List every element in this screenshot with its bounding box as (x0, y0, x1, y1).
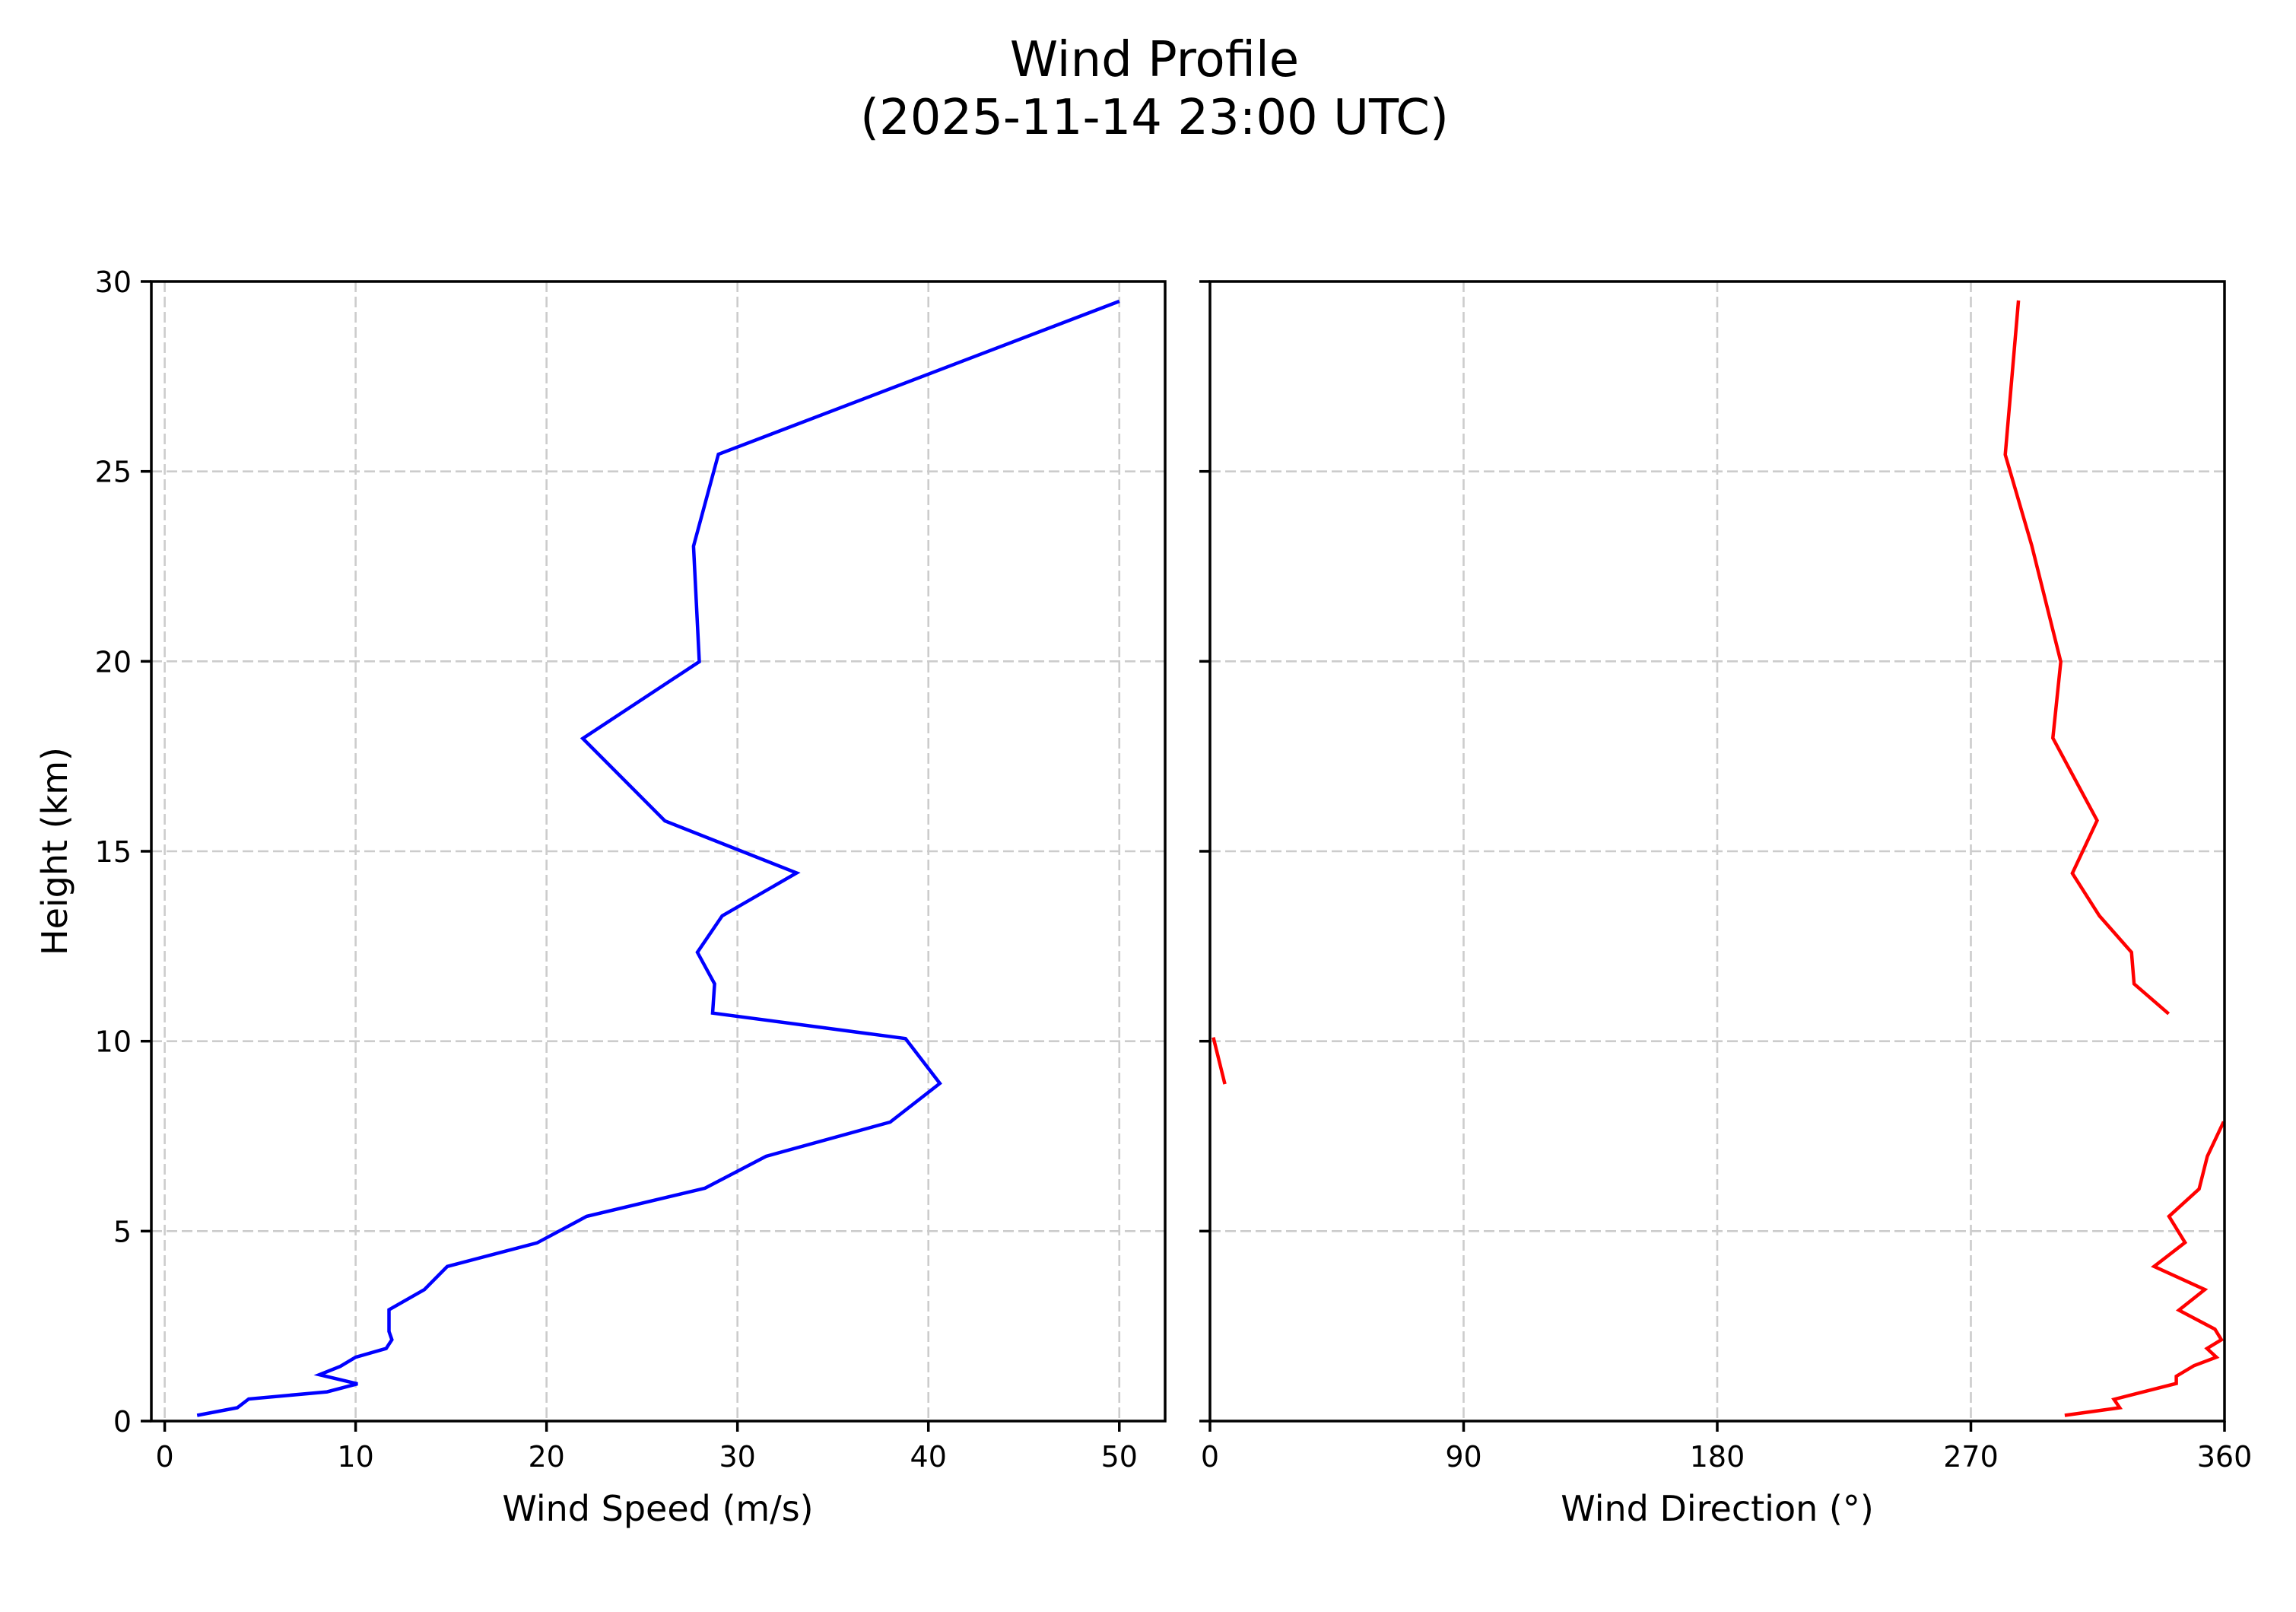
y-tick-label: 10 (95, 1025, 132, 1059)
x-tick-label: 360 (2197, 1440, 2253, 1474)
wind-speed-line (196, 299, 1120, 1417)
y-tick-label: 30 (95, 265, 132, 299)
direction-x-axis-label: Wind Direction (°) (1561, 1488, 1874, 1529)
wind-speed-panel: 0 10 20 30 40 50 0 5 10 15 20 25 30 Wind Speed (m/s)… (34, 265, 1167, 1529)
y-tick-label: 25 (95, 456, 132, 489)
speed-ticks: 0 10 20 30 40 50 0 5 10 15 20 25 30 (95, 265, 1138, 1474)
y-tick-label: 15 (95, 835, 132, 869)
wind-direction-lines (1212, 300, 2225, 1417)
y-tick-label: 20 (95, 645, 132, 679)
x-tick-label: 0 (1201, 1440, 1219, 1474)
x-tick-label: 0 (155, 1440, 173, 1474)
x-tick-label: 90 (1445, 1440, 1481, 1474)
wind-direction-line-segment (2064, 1121, 2225, 1417)
wind-direction-panel: 0 90 180 270 360 Wind Direction (°) (1199, 280, 2253, 1529)
x-tick-label: 40 (910, 1440, 947, 1474)
wind-direction-line-segment (2003, 300, 2171, 1016)
y-tick-label: 0 (113, 1405, 132, 1439)
wind-direction-line-segment (1212, 1037, 1227, 1085)
x-tick-label: 30 (719, 1440, 756, 1474)
direction-ticks: 0 90 180 270 360 (1199, 280, 2253, 1474)
y-tick-label: 5 (113, 1215, 132, 1248)
x-tick-label: 180 (1690, 1440, 1745, 1474)
x-tick-label: 270 (1943, 1440, 1999, 1474)
x-tick-label: 10 (337, 1440, 373, 1474)
chart-title-line1: Wind Profile (1010, 32, 1299, 88)
x-tick-label: 20 (528, 1440, 564, 1474)
chart-title-line2: (2025-11-14 23:00 UTC) (860, 90, 1449, 146)
speed-x-axis-label: Wind Speed (m/s) (502, 1488, 813, 1529)
x-tick-label: 50 (1101, 1440, 1138, 1474)
y-axis-label: Height (km) (34, 747, 75, 955)
